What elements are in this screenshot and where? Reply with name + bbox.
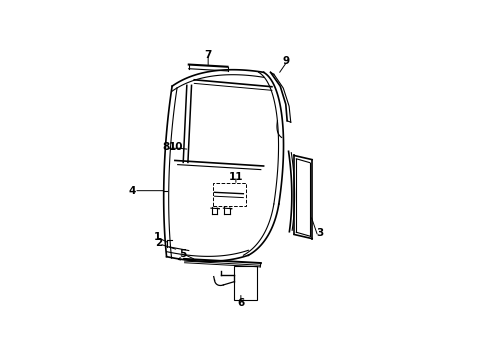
Text: 1: 1 bbox=[154, 232, 161, 242]
Text: 11: 11 bbox=[229, 172, 243, 182]
Text: 2: 2 bbox=[155, 238, 163, 248]
Text: 7: 7 bbox=[204, 50, 212, 60]
Bar bbox=[235, 266, 257, 300]
Text: 10: 10 bbox=[169, 142, 183, 152]
Text: 5: 5 bbox=[179, 249, 186, 259]
Text: 4: 4 bbox=[129, 186, 136, 196]
Text: 3: 3 bbox=[316, 228, 323, 238]
Text: 6: 6 bbox=[237, 298, 245, 308]
Text: 9: 9 bbox=[282, 56, 289, 66]
Bar bbox=[213, 183, 246, 206]
Text: 8: 8 bbox=[162, 142, 170, 152]
